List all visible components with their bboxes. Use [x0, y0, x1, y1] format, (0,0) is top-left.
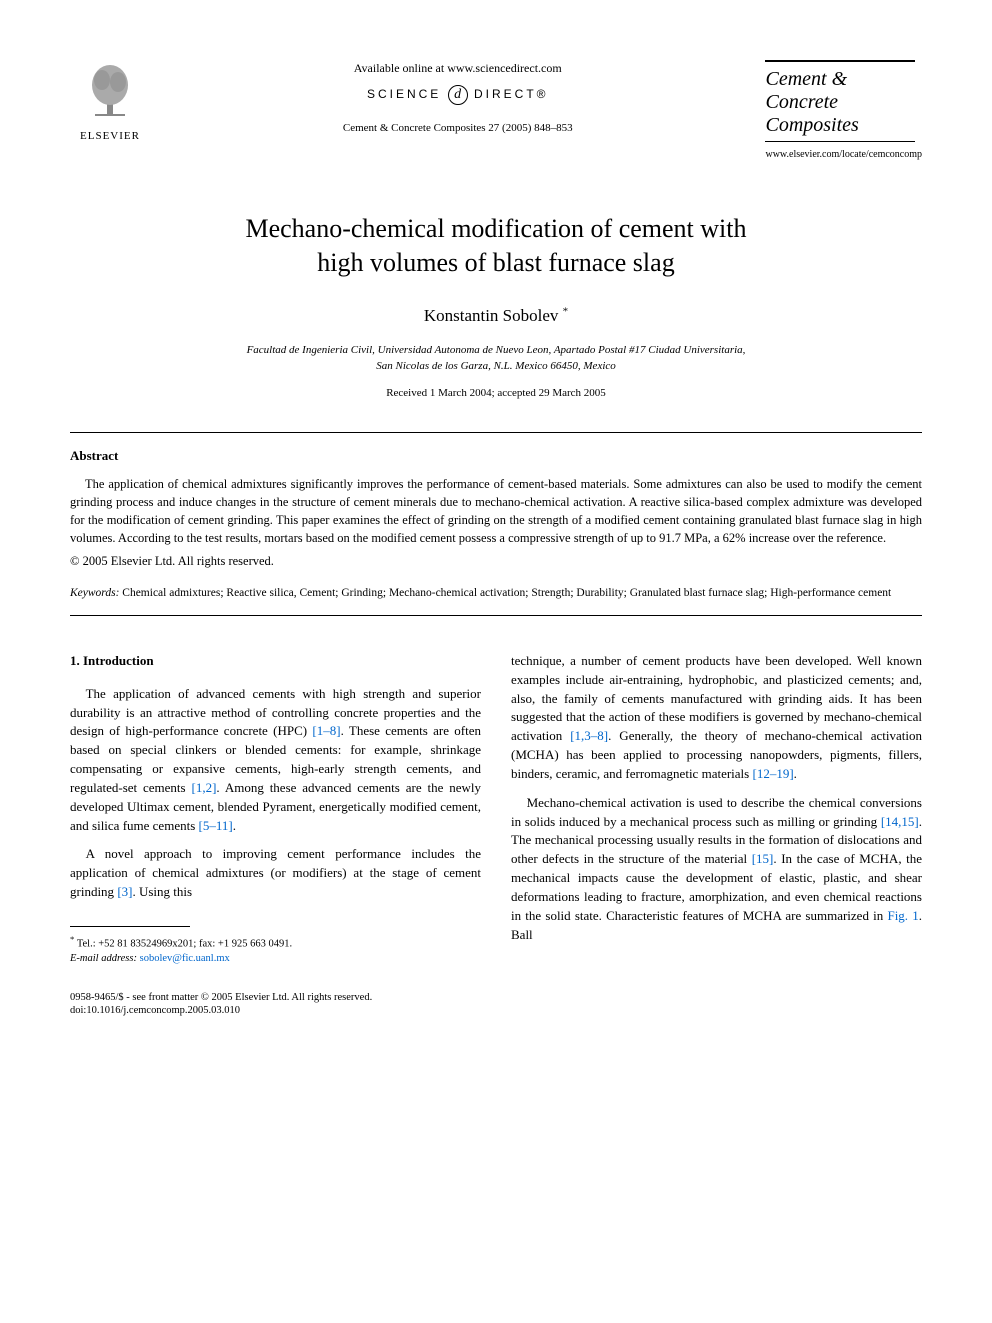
affiliation: Facultad de Ingenieria Civil, Universida…: [70, 343, 922, 374]
citation-link[interactable]: [3]: [117, 884, 132, 899]
body-paragraph: technique, a number of cement products h…: [511, 652, 922, 784]
divider: [70, 615, 922, 616]
body-text: .: [794, 766, 797, 781]
citation-link[interactable]: [14,15]: [881, 814, 919, 829]
publisher-name: ELSEVIER: [70, 129, 150, 144]
keywords: Keywords: Chemical admixtures; Reactive …: [70, 585, 922, 601]
journal-reference: Cement & Concrete Composites 27 (2005) 8…: [170, 121, 745, 136]
contact-info: Tel.: +52 81 83524969x201; fax: +1 925 6…: [77, 938, 292, 949]
center-header: Available online at www.sciencedirect.co…: [150, 60, 765, 136]
body-text: .: [233, 818, 236, 833]
copyright-line: © 2005 Elsevier Ltd. All rights reserved…: [70, 553, 922, 571]
journal-url: www.elsevier.com/locate/cemconcomp: [765, 148, 922, 162]
affiliation-line: San Nicolas de los Garza, N.L. Mexico 66…: [376, 360, 616, 372]
journal-branding: Cement & Concrete Composites www.elsevie…: [765, 60, 922, 162]
citation-link[interactable]: [12–19]: [752, 766, 793, 781]
body-text: . Using this: [132, 884, 192, 899]
abstract-heading: Abstract: [70, 447, 922, 465]
page-header: ELSEVIER Available online at www.science…: [70, 60, 922, 162]
abstract-text: The application of chemical admixtures s…: [70, 475, 922, 548]
sd-right: DIRECT®: [474, 87, 549, 101]
science-direct-at-icon: d: [448, 85, 468, 105]
journal-title-line: Cement &: [765, 68, 915, 91]
affiliation-line: Facultad de Ingenieria Civil, Universida…: [247, 344, 746, 356]
email-label: E-mail address:: [70, 953, 137, 964]
title-line: high volumes of blast furnace slag: [317, 248, 674, 277]
corresponding-marker: *: [563, 305, 569, 317]
title-line: Mechano-chemical modification of cement …: [245, 214, 746, 243]
journal-title-box: Cement & Concrete Composites: [765, 60, 915, 142]
author-name: Konstantin Sobolev: [424, 306, 559, 325]
right-column: technique, a number of cement products h…: [511, 652, 922, 967]
publisher-logo: ELSEVIER: [70, 60, 150, 144]
elsevier-tree-icon: [85, 60, 135, 120]
footer-matter: 0958-9465/$ - see front matter © 2005 El…: [70, 991, 922, 1018]
citation-link[interactable]: [15]: [752, 851, 774, 866]
corresponding-footnote: * Tel.: +52 81 83524969x201; fax: +1 925…: [70, 933, 481, 967]
article-dates: Received 1 March 2004; accepted 29 March…: [70, 386, 922, 401]
citation-link[interactable]: [1–8]: [312, 723, 340, 738]
body-columns: 1. Introduction The application of advan…: [70, 652, 922, 967]
sd-left: SCIENCE: [367, 87, 441, 101]
figure-link[interactable]: Fig. 1: [887, 908, 918, 923]
keywords-text: Chemical admixtures; Reactive silica, Ce…: [119, 587, 891, 599]
email-link[interactable]: sobolev@fic.uanl.mx: [140, 953, 230, 964]
keywords-label: Keywords:: [70, 587, 119, 599]
citation-link[interactable]: [1,2]: [191, 780, 216, 795]
footnote-divider: [70, 926, 190, 927]
journal-title-line: Concrete: [765, 91, 915, 114]
footnote-marker: *: [70, 934, 74, 944]
body-paragraph: The application of advanced cements with…: [70, 685, 481, 836]
available-online-text: Available online at www.sciencedirect.co…: [170, 60, 745, 77]
section-heading: 1. Introduction: [70, 652, 481, 671]
left-column: 1. Introduction The application of advan…: [70, 652, 481, 967]
article-title: Mechano-chemical modification of cement …: [70, 212, 922, 280]
body-paragraph: A novel approach to improving cement per…: [70, 845, 481, 902]
front-matter-line: 0958-9465/$ - see front matter © 2005 El…: [70, 991, 922, 1005]
doi-line: doi:10.1016/j.cemconcomp.2005.03.010: [70, 1004, 922, 1018]
journal-title-line: Composites: [765, 114, 915, 137]
divider: [70, 432, 922, 433]
science-direct-logo: SCIENCE d DIRECT®: [170, 85, 745, 105]
author-line: Konstantin Sobolev *: [70, 304, 922, 328]
body-paragraph: Mechano-chemical activation is used to d…: [511, 794, 922, 945]
citation-link[interactable]: [1,3–8]: [570, 728, 608, 743]
citation-link[interactable]: [5–11]: [199, 818, 233, 833]
body-text: Mechano-chemical activation is used to d…: [511, 795, 922, 829]
